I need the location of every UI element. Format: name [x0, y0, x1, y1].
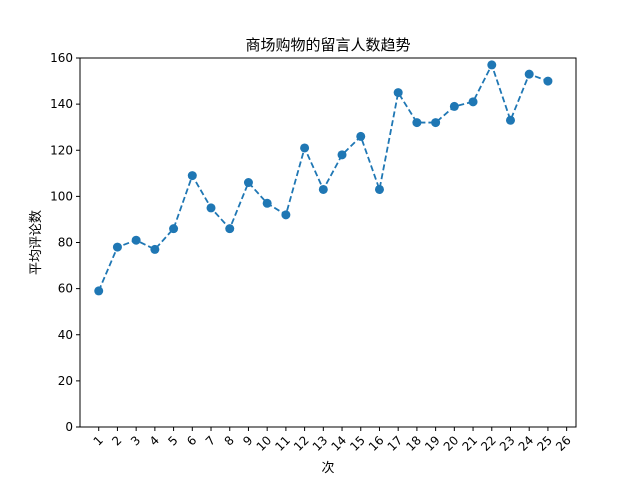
data-point	[337, 150, 347, 160]
y-tick-label: 100	[50, 189, 73, 203]
data-point	[449, 101, 459, 111]
y-tick-label: 80	[58, 236, 73, 250]
y-axis-label: 平均评论数	[29, 210, 44, 275]
data-point	[112, 242, 122, 252]
y-tick-label: 160	[50, 51, 73, 65]
data-point	[543, 76, 553, 86]
x-axis-label: 次	[321, 460, 334, 476]
data-point	[300, 143, 310, 153]
data-point	[131, 235, 141, 245]
data-point	[150, 244, 160, 254]
axes-frame	[79, 57, 577, 428]
data-point	[187, 171, 197, 181]
data-point	[318, 184, 328, 194]
data-point	[412, 118, 422, 128]
data-point	[356, 131, 366, 141]
data-point	[524, 69, 534, 79]
y-tick-label: 140	[50, 97, 73, 111]
chart-title: 商场购物的留言人数趋势	[245, 36, 410, 54]
y-tick-label: 0	[65, 420, 73, 434]
data-point	[505, 115, 515, 125]
y-tick-label: 20	[58, 374, 73, 388]
data-point	[487, 60, 497, 70]
y-tick-label: 40	[58, 328, 73, 342]
data-point	[431, 118, 441, 128]
data-point	[281, 210, 291, 220]
data-point	[169, 224, 179, 234]
data-point	[206, 203, 216, 213]
data-point	[374, 184, 384, 194]
data-point	[94, 286, 104, 296]
data-point	[393, 88, 403, 98]
data-point	[468, 97, 478, 107]
data-point	[243, 178, 253, 188]
data-point	[225, 224, 235, 234]
y-tick-label: 120	[50, 143, 73, 157]
y-tick-label: 60	[58, 282, 73, 296]
data-point	[262, 198, 272, 208]
